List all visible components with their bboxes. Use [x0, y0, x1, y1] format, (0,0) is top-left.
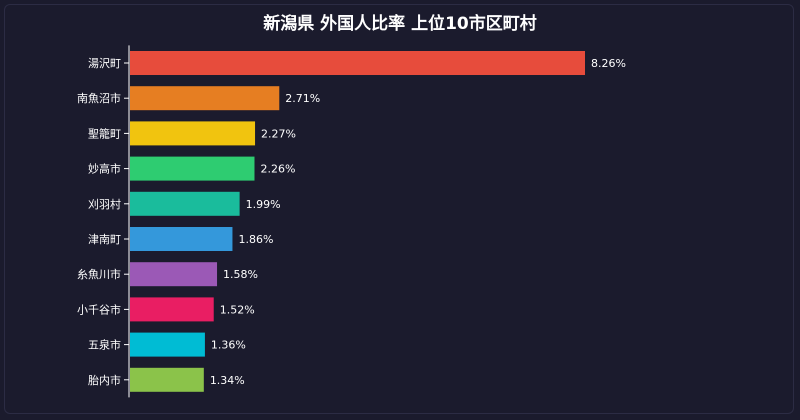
category-label-2: 南魚沼市: [77, 91, 121, 105]
bar-6: [130, 227, 233, 251]
value-label-4: 2.26%: [260, 163, 295, 176]
value-label-5: 1.99%: [246, 198, 281, 211]
bar-8: [130, 297, 214, 322]
value-label-1: 8.26%: [591, 57, 626, 70]
category-label-10: 胎内市: [88, 373, 121, 387]
category-label-3: 聖籠町: [88, 126, 121, 140]
category-label-7: 糸魚川市: [77, 267, 121, 281]
value-label-6: 1.86%: [238, 233, 273, 246]
bar-10: [130, 367, 204, 392]
value-label-7: 1.58%: [223, 268, 258, 281]
category-label-1: 湯沢町: [88, 56, 121, 70]
bar-7: [130, 262, 218, 287]
category-label-5: 刈羽村: [88, 197, 121, 211]
chart-frame: [4, 4, 794, 414]
bar-4: [130, 156, 255, 181]
chart-title: 新潟県 外国人比率 上位10市区町村: [263, 13, 537, 34]
category-label-4: 妙高市: [88, 162, 121, 176]
value-label-3: 2.27%: [261, 127, 296, 140]
bar-5: [130, 191, 240, 216]
value-label-2: 2.71%: [285, 92, 320, 105]
category-label-6: 津南町: [88, 233, 121, 246]
bar-9: [130, 332, 205, 357]
value-label-9: 1.36%: [211, 339, 246, 352]
category-label-9: 五泉市: [88, 338, 121, 352]
bars-layer: 湯沢町 8.26% 南魚沼市 2.71% 聖籠町 2.27% 妙高市 2.26% 刈羽村 1.99…: [77, 51, 626, 392]
bar-3: [130, 121, 256, 146]
value-label-8: 1.52%: [220, 303, 255, 316]
bar-1: [130, 51, 585, 75]
value-label-10: 1.34%: [210, 374, 245, 387]
category-label-8: 小千谷市: [77, 302, 121, 316]
bar-2: [130, 86, 280, 111]
